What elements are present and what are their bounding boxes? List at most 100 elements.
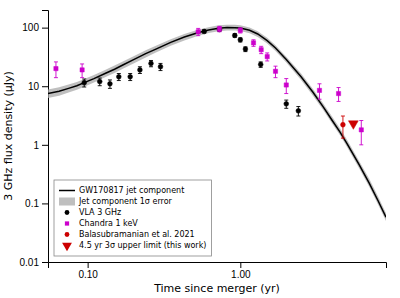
error-cap <box>284 78 288 79</box>
legend-label: GW170817 jet component <box>79 186 184 195</box>
y-tick-mark <box>42 262 48 263</box>
error-cap <box>80 63 84 64</box>
error-cap <box>128 73 132 74</box>
error-cap <box>196 28 200 29</box>
y-tick-mark <box>42 28 48 29</box>
point <box>149 61 154 66</box>
legend-box <box>54 180 211 256</box>
y-tick-mark <box>42 145 48 146</box>
x-axis-title: Time since merger (yr) <box>153 282 280 295</box>
y-tick: 100 <box>22 22 48 33</box>
legend: GW170817 jet component Jet component 1σ e… <box>54 180 211 256</box>
legend-item: VLA 3 GHz <box>65 208 122 217</box>
error-cap <box>273 66 277 67</box>
error-cap <box>138 66 142 67</box>
legend-item: Jet component 1σ error <box>59 197 173 206</box>
series <box>82 27 301 116</box>
x-tick-label: 0.10 <box>78 269 98 280</box>
legend-label: Jet component 1σ error <box>78 197 173 206</box>
model-line <box>48 28 386 218</box>
legend-swatch <box>65 221 69 225</box>
point <box>341 122 346 127</box>
point <box>273 69 277 73</box>
error-cap <box>317 99 321 100</box>
point <box>54 66 58 70</box>
error-cap <box>158 63 162 64</box>
error-cap <box>54 77 58 78</box>
y-tick: 1 <box>33 140 48 151</box>
legend-swatch <box>59 190 75 192</box>
legend-item: Chandra 1 keV <box>65 219 138 228</box>
error-cap <box>251 46 255 47</box>
x-tick-label: 1.00 <box>231 269 251 280</box>
legend-label: Chandra 1 keV <box>79 219 138 228</box>
point <box>232 33 237 38</box>
error-cap <box>196 35 200 36</box>
error-cap <box>108 79 112 80</box>
point <box>265 55 269 59</box>
error-cap <box>98 78 102 79</box>
error-cap <box>251 39 255 40</box>
error-cap <box>149 66 153 67</box>
error-cap <box>284 93 288 94</box>
point <box>258 62 263 67</box>
error-cap <box>265 60 269 61</box>
error-cap <box>217 31 221 32</box>
error-cap <box>284 100 288 101</box>
error-cap <box>117 73 121 74</box>
legend-item: 4.5 yr 3σ upper limit (this work) <box>62 241 206 251</box>
point <box>202 29 207 34</box>
error-cap <box>265 52 269 53</box>
point <box>238 37 243 42</box>
series <box>348 121 358 130</box>
error-cap <box>296 106 300 107</box>
error-cap <box>117 80 121 81</box>
point <box>82 80 87 85</box>
legend-item: Balasubramanian et al. 2021 <box>65 230 195 239</box>
error-cap <box>317 83 321 84</box>
error-cap <box>337 101 341 102</box>
error-cap <box>128 80 132 81</box>
point <box>284 83 288 87</box>
point <box>128 74 133 79</box>
plot: 0.10 1.00 0.01 0.1 1 10 100 GW170817 jet compon… <box>20 11 387 281</box>
point <box>359 128 363 132</box>
error-cap <box>98 85 102 86</box>
point <box>238 28 242 32</box>
error-bar <box>361 121 362 145</box>
x-axis: 0.10 1.00 <box>49 262 387 280</box>
y-tick-label: 10 <box>28 81 40 92</box>
y-axis-title: 3 GHz flux density (μJy) <box>2 71 15 201</box>
error-cap <box>138 73 142 74</box>
y-tick-label: 0.1 <box>25 198 39 209</box>
point <box>251 41 255 45</box>
point <box>348 121 358 130</box>
error-cap <box>337 87 341 88</box>
point <box>138 68 143 73</box>
error-band <box>48 25 386 221</box>
point <box>336 91 340 95</box>
point <box>97 79 102 84</box>
y-tick-label: 1 <box>33 140 39 151</box>
error-cap <box>82 87 86 88</box>
series <box>54 26 364 144</box>
point <box>196 30 200 34</box>
legend-swatch <box>65 210 70 215</box>
series <box>341 116 346 138</box>
error-cap <box>259 46 263 47</box>
y-tick: 10 <box>28 81 48 92</box>
chart: 0.10 1.00 0.01 0.1 1 10 100 GW170817 jet compon… <box>0 0 400 298</box>
legend-swatch <box>62 243 72 252</box>
y-tick: 0.01 <box>20 257 48 268</box>
error-cap <box>54 61 58 62</box>
x-tick: 0.10 <box>78 262 98 280</box>
error-cap <box>273 77 277 78</box>
y-axis: 0.01 0.1 1 10 100 <box>20 11 49 268</box>
x-tick-mark <box>240 262 241 268</box>
error-cap <box>359 144 363 145</box>
error-cap <box>359 120 363 121</box>
x-axis-line <box>49 263 387 269</box>
y-tick-mark <box>42 86 48 87</box>
error-cap <box>296 116 300 117</box>
error-cap <box>284 108 288 109</box>
